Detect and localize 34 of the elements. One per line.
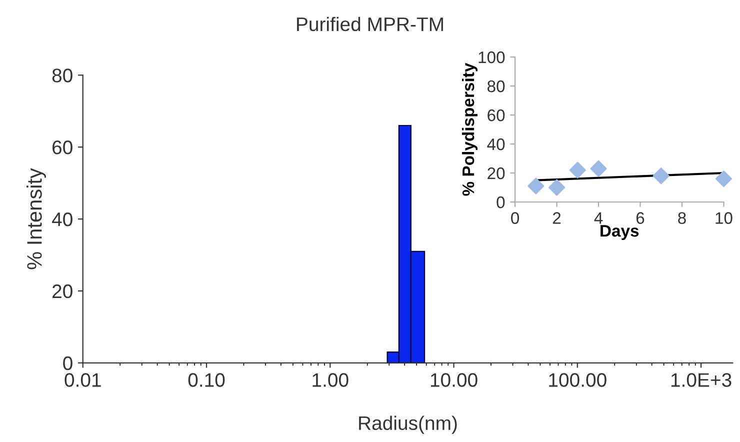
x-tick-label: 0.01 — [64, 373, 101, 387]
y-tick-label: 80 — [52, 68, 72, 82]
x-tick-label: 0 — [511, 212, 520, 224]
x-tick-label: 10 — [716, 212, 732, 224]
x-tick-label: 8 — [678, 212, 686, 224]
y-tick-label: 80 — [488, 80, 505, 92]
x-tick-label: 4 — [594, 212, 603, 224]
y-tick-label: 0 — [63, 356, 72, 370]
x-tick-label: 1.00 — [312, 373, 348, 387]
y-tick-label: 20 — [52, 284, 72, 298]
x-tick-label: 100.00 — [549, 373, 606, 387]
x-tick-label: 0.10 — [188, 373, 225, 387]
y-tick-label: 100 — [478, 51, 505, 64]
y-tick-label: 60 — [488, 109, 505, 122]
x-axis-title: Radius(nm) — [359, 416, 457, 434]
point — [652, 168, 670, 184]
y-tick-label: 0 — [496, 196, 505, 208]
x-axis-title: Days — [600, 225, 639, 240]
y-axis-title: % Polydispersity — [462, 62, 478, 196]
y-tick-label: 40 — [487, 138, 505, 150]
point — [569, 162, 586, 178]
point — [548, 179, 566, 196]
x-tick-label: 6 — [636, 212, 644, 224]
y-axis-title: % Intensity — [26, 168, 46, 270]
x-tick-label: 10.00 — [430, 373, 478, 387]
y-tick-label: 40 — [52, 212, 72, 226]
point — [715, 170, 732, 188]
point — [528, 178, 544, 194]
x-tick-label: 2 — [552, 212, 561, 224]
point — [590, 160, 607, 177]
y-tick-label: 20 — [488, 167, 505, 180]
chart-title: Purified MPR-TM — [297, 16, 443, 32]
y-tick-label: 60 — [52, 140, 72, 154]
x-tick-label: 1.0E+3 — [671, 373, 732, 387]
